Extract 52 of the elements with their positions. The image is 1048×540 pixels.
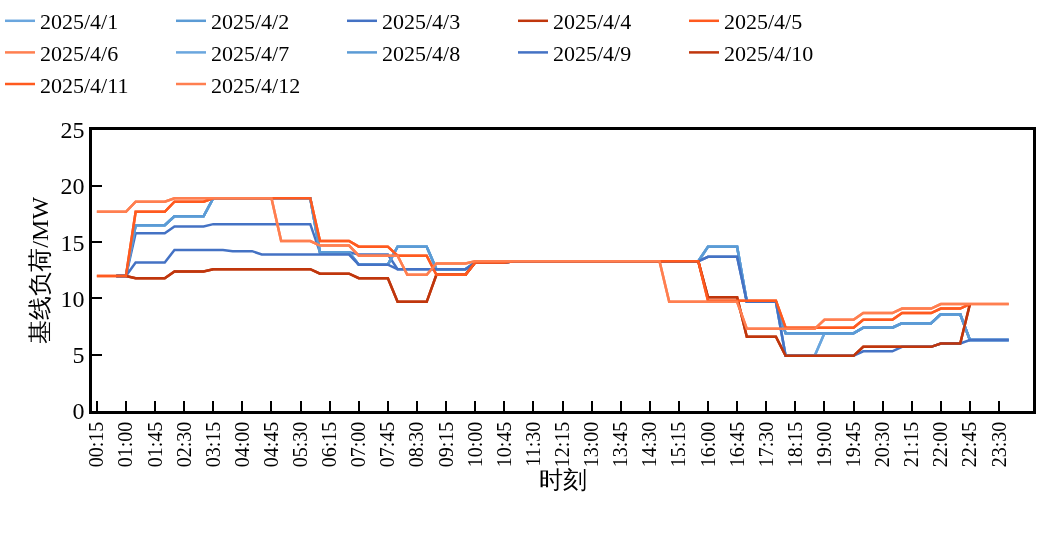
y-tick-label: 0	[72, 398, 85, 425]
x-tick-label: 00:15	[85, 421, 108, 468]
x-tick-label: 04:45	[259, 421, 282, 468]
legend-label: 2025/4/1	[40, 9, 119, 35]
x-tick-label: 05:30	[289, 421, 312, 468]
y-tick-label: 20	[60, 173, 85, 200]
x-tick-label: 18:15	[783, 421, 806, 468]
legend-label: 2025/4/10	[724, 40, 814, 66]
x-tick-label: 20:30	[871, 421, 894, 468]
x-tick-label: 09:15	[434, 421, 457, 468]
x-tick-label: 21:15	[900, 421, 923, 468]
x-tick-label: 10:45	[492, 421, 515, 468]
x-axis-title: 时刻	[538, 467, 587, 494]
y-tick-label: 25	[60, 117, 85, 143]
legend-label: 2025/4/4	[553, 9, 632, 35]
x-tick-label: 03:15	[201, 421, 224, 468]
x-tick-label: 13:00	[580, 421, 603, 468]
x-tick-label: 02:30	[172, 421, 195, 468]
legend-label: 2025/4/9	[553, 40, 632, 66]
x-tick-label: 15:15	[667, 421, 690, 468]
x-tick-label: 17:30	[754, 421, 777, 468]
x-tick-label: 01:45	[143, 421, 166, 468]
y-tick-label: 10	[60, 285, 85, 312]
legend-label: 2025/4/6	[40, 40, 119, 66]
x-tick-label: 14:30	[638, 421, 661, 468]
legend-label: 2025/4/12	[211, 72, 301, 98]
x-tick-label: 08:30	[405, 421, 428, 468]
x-tick-label: 23:30	[987, 421, 1010, 468]
x-tick-label: 04:00	[230, 421, 253, 468]
legend-label: 2025/4/11	[40, 72, 129, 98]
x-tick-label: 11:30	[521, 421, 544, 467]
x-tick-label: 07:45	[376, 421, 399, 468]
x-tick-label: 12:15	[551, 421, 573, 468]
x-tick-label: 16:45	[725, 421, 748, 468]
x-tick-label: 13:45	[609, 421, 632, 468]
legend-label: 2025/4/3	[382, 9, 461, 35]
y-axis-title: 基线负荷/MW	[26, 196, 53, 344]
x-tick-label: 01:00	[114, 421, 137, 468]
legend-label: 2025/4/7	[211, 40, 290, 66]
x-tick-label: 19:45	[842, 421, 865, 468]
x-tick-label: 06:15	[318, 421, 341, 468]
x-tick-label: 22:45	[958, 421, 981, 468]
legend-label: 2025/4/5	[724, 9, 803, 35]
x-tick-label: 10:00	[463, 421, 486, 468]
legend-label: 2025/4/2	[211, 9, 290, 35]
y-tick-label: 15	[60, 229, 85, 256]
legend-label: 2025/4/8	[382, 40, 461, 66]
x-tick-label: 19:00	[812, 421, 835, 468]
y-tick-label: 5	[72, 342, 85, 369]
x-tick-label: 22:00	[929, 421, 952, 468]
x-tick-label: 16:00	[696, 421, 719, 468]
x-tick-label: 07:00	[347, 421, 370, 468]
